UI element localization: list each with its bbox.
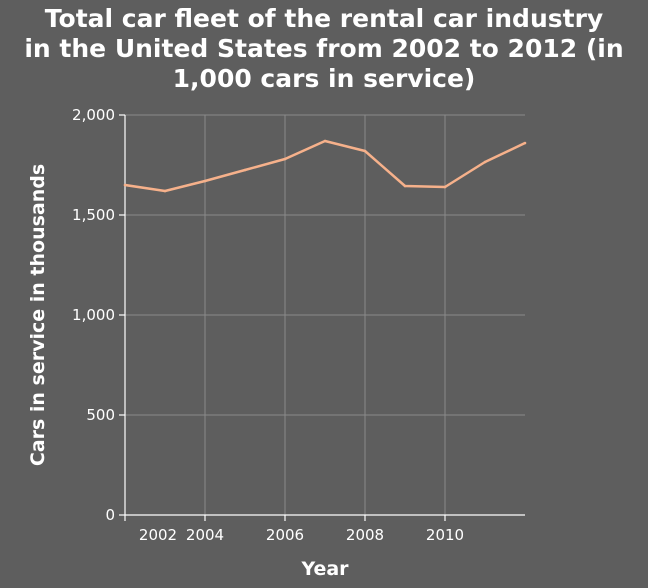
y-tick-label: 500 — [86, 406, 115, 424]
chart-title: Total car fleet of the rental car indust… — [0, 4, 648, 94]
x-tick-label: 2006 — [266, 526, 304, 544]
data-point — [283, 157, 287, 161]
y-tick-label: 0 — [105, 506, 115, 524]
data-point — [483, 160, 487, 164]
x-tick-label: 2002 — [139, 526, 177, 544]
data-point — [363, 149, 367, 153]
data-point — [123, 183, 127, 187]
chart-title-line-2: in the United States from 2002 to 2012 (… — [24, 34, 624, 63]
chart-title-line-1: Total car fleet of the rental car indust… — [44, 4, 604, 33]
x-tick-label: 2010 — [426, 526, 464, 544]
x-tick-label: 2008 — [346, 526, 384, 544]
data-point — [323, 139, 327, 143]
data-point — [203, 179, 207, 183]
y-axis-title: Cars in service in thousands — [27, 164, 49, 466]
x-axis-title: Year — [300, 558, 349, 580]
y-tick-label: 2,000 — [72, 106, 115, 124]
axes — [119, 114, 525, 521]
data-point — [243, 168, 247, 172]
data-point — [443, 185, 447, 189]
x-tick-label: 2004 — [186, 526, 224, 544]
tick-labels: 2002 2004 2006 2008 2010 0 500 1,000 1,500 2,000 — [72, 106, 464, 544]
series-layer — [123, 139, 527, 193]
chart-title-line-3: 1,000 cars in service) — [172, 64, 476, 93]
data-point — [523, 141, 527, 145]
data-point — [403, 184, 407, 188]
series-line — [124, 139, 526, 193]
y-tick-label: 1,500 — [72, 206, 115, 224]
data-point — [163, 189, 167, 193]
y-tick-label: 1,000 — [72, 306, 115, 324]
